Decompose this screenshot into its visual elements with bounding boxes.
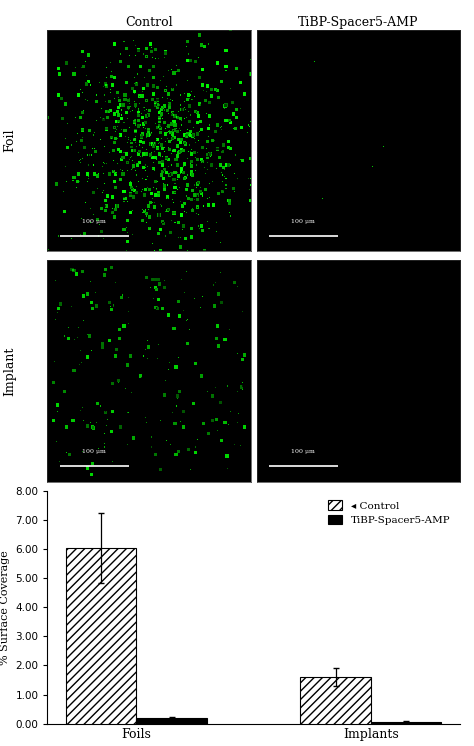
Text: 100 μm: 100 μm [82,449,106,454]
Title: Control: Control [125,16,173,28]
Legend: ◂ Control, TiBP-Spacer5-AMP: ◂ Control, TiBP-Spacer5-AMP [324,496,455,529]
Text: Implant: Implant [3,346,16,396]
Text: 100 μm: 100 μm [292,219,315,224]
Bar [66,548,137,724]
Title: TiBP-Spacer5-AMP: TiBP-Spacer5-AMP [298,16,419,28]
Text: 100 μm: 100 μm [82,219,106,224]
Bar [137,718,207,724]
Y-axis label: % Surface Coverage: % Surface Coverage [0,550,10,665]
Bar [371,722,441,724]
Text: 100 μm: 100 μm [292,449,315,454]
Text: Foil: Foil [3,129,16,152]
Bar [301,677,371,724]
